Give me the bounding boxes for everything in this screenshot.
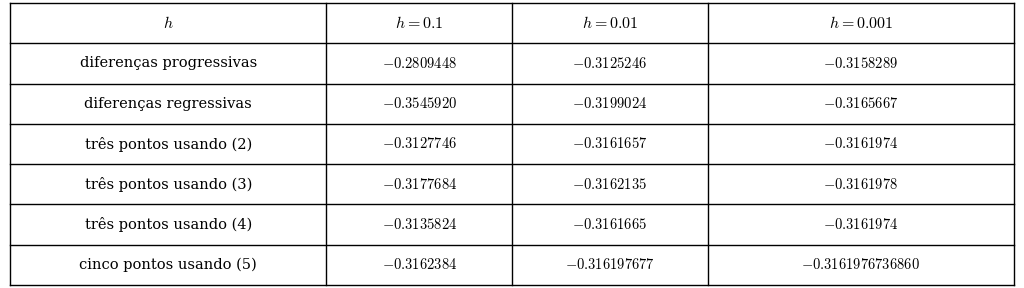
Text: $-0.3162384$: $-0.3162384$ [382, 257, 457, 272]
Text: $-0.3161976736860$: $-0.3161976736860$ [801, 257, 921, 272]
Text: $h = 0.1$: $h = 0.1$ [395, 14, 443, 32]
Text: diferenças regressivas: diferenças regressivas [84, 97, 252, 111]
Text: $h$: $h$ [163, 14, 174, 32]
Text: $-0.3199024$: $-0.3199024$ [572, 96, 647, 111]
Text: $-0.3161657$: $-0.3161657$ [572, 137, 647, 151]
Text: $-0.3127746$: $-0.3127746$ [382, 137, 457, 151]
Text: $-0.3158289$: $-0.3158289$ [823, 56, 898, 71]
Text: $-0.3135824$: $-0.3135824$ [382, 217, 457, 232]
Text: $-0.3161974$: $-0.3161974$ [823, 217, 898, 232]
Text: três pontos usando (4): três pontos usando (4) [85, 217, 252, 232]
Text: $-0.316197677$: $-0.316197677$ [565, 257, 655, 272]
Text: $-0.3161974$: $-0.3161974$ [823, 137, 898, 151]
Text: três pontos usando (2): três pontos usando (2) [85, 137, 252, 151]
Text: $-0.3177684$: $-0.3177684$ [382, 177, 457, 192]
Text: $-0.3545920$: $-0.3545920$ [382, 96, 457, 111]
Text: $-0.3165667$: $-0.3165667$ [823, 96, 898, 111]
Text: diferenças progressivas: diferenças progressivas [80, 56, 257, 70]
Text: $-0.3161978$: $-0.3161978$ [823, 177, 898, 192]
Text: três pontos usando (3): três pontos usando (3) [85, 177, 252, 192]
Text: cinco pontos usando (5): cinco pontos usando (5) [80, 258, 257, 272]
Text: $-0.3125246$: $-0.3125246$ [572, 56, 647, 71]
Text: $-0.3161665$: $-0.3161665$ [572, 217, 647, 232]
Text: $-0.2809448$: $-0.2809448$ [382, 56, 457, 71]
Text: $h = 0.001$: $h = 0.001$ [828, 14, 893, 32]
Text: $h = 0.01$: $h = 0.01$ [582, 14, 638, 32]
Text: $-0.3162135$: $-0.3162135$ [572, 177, 647, 192]
